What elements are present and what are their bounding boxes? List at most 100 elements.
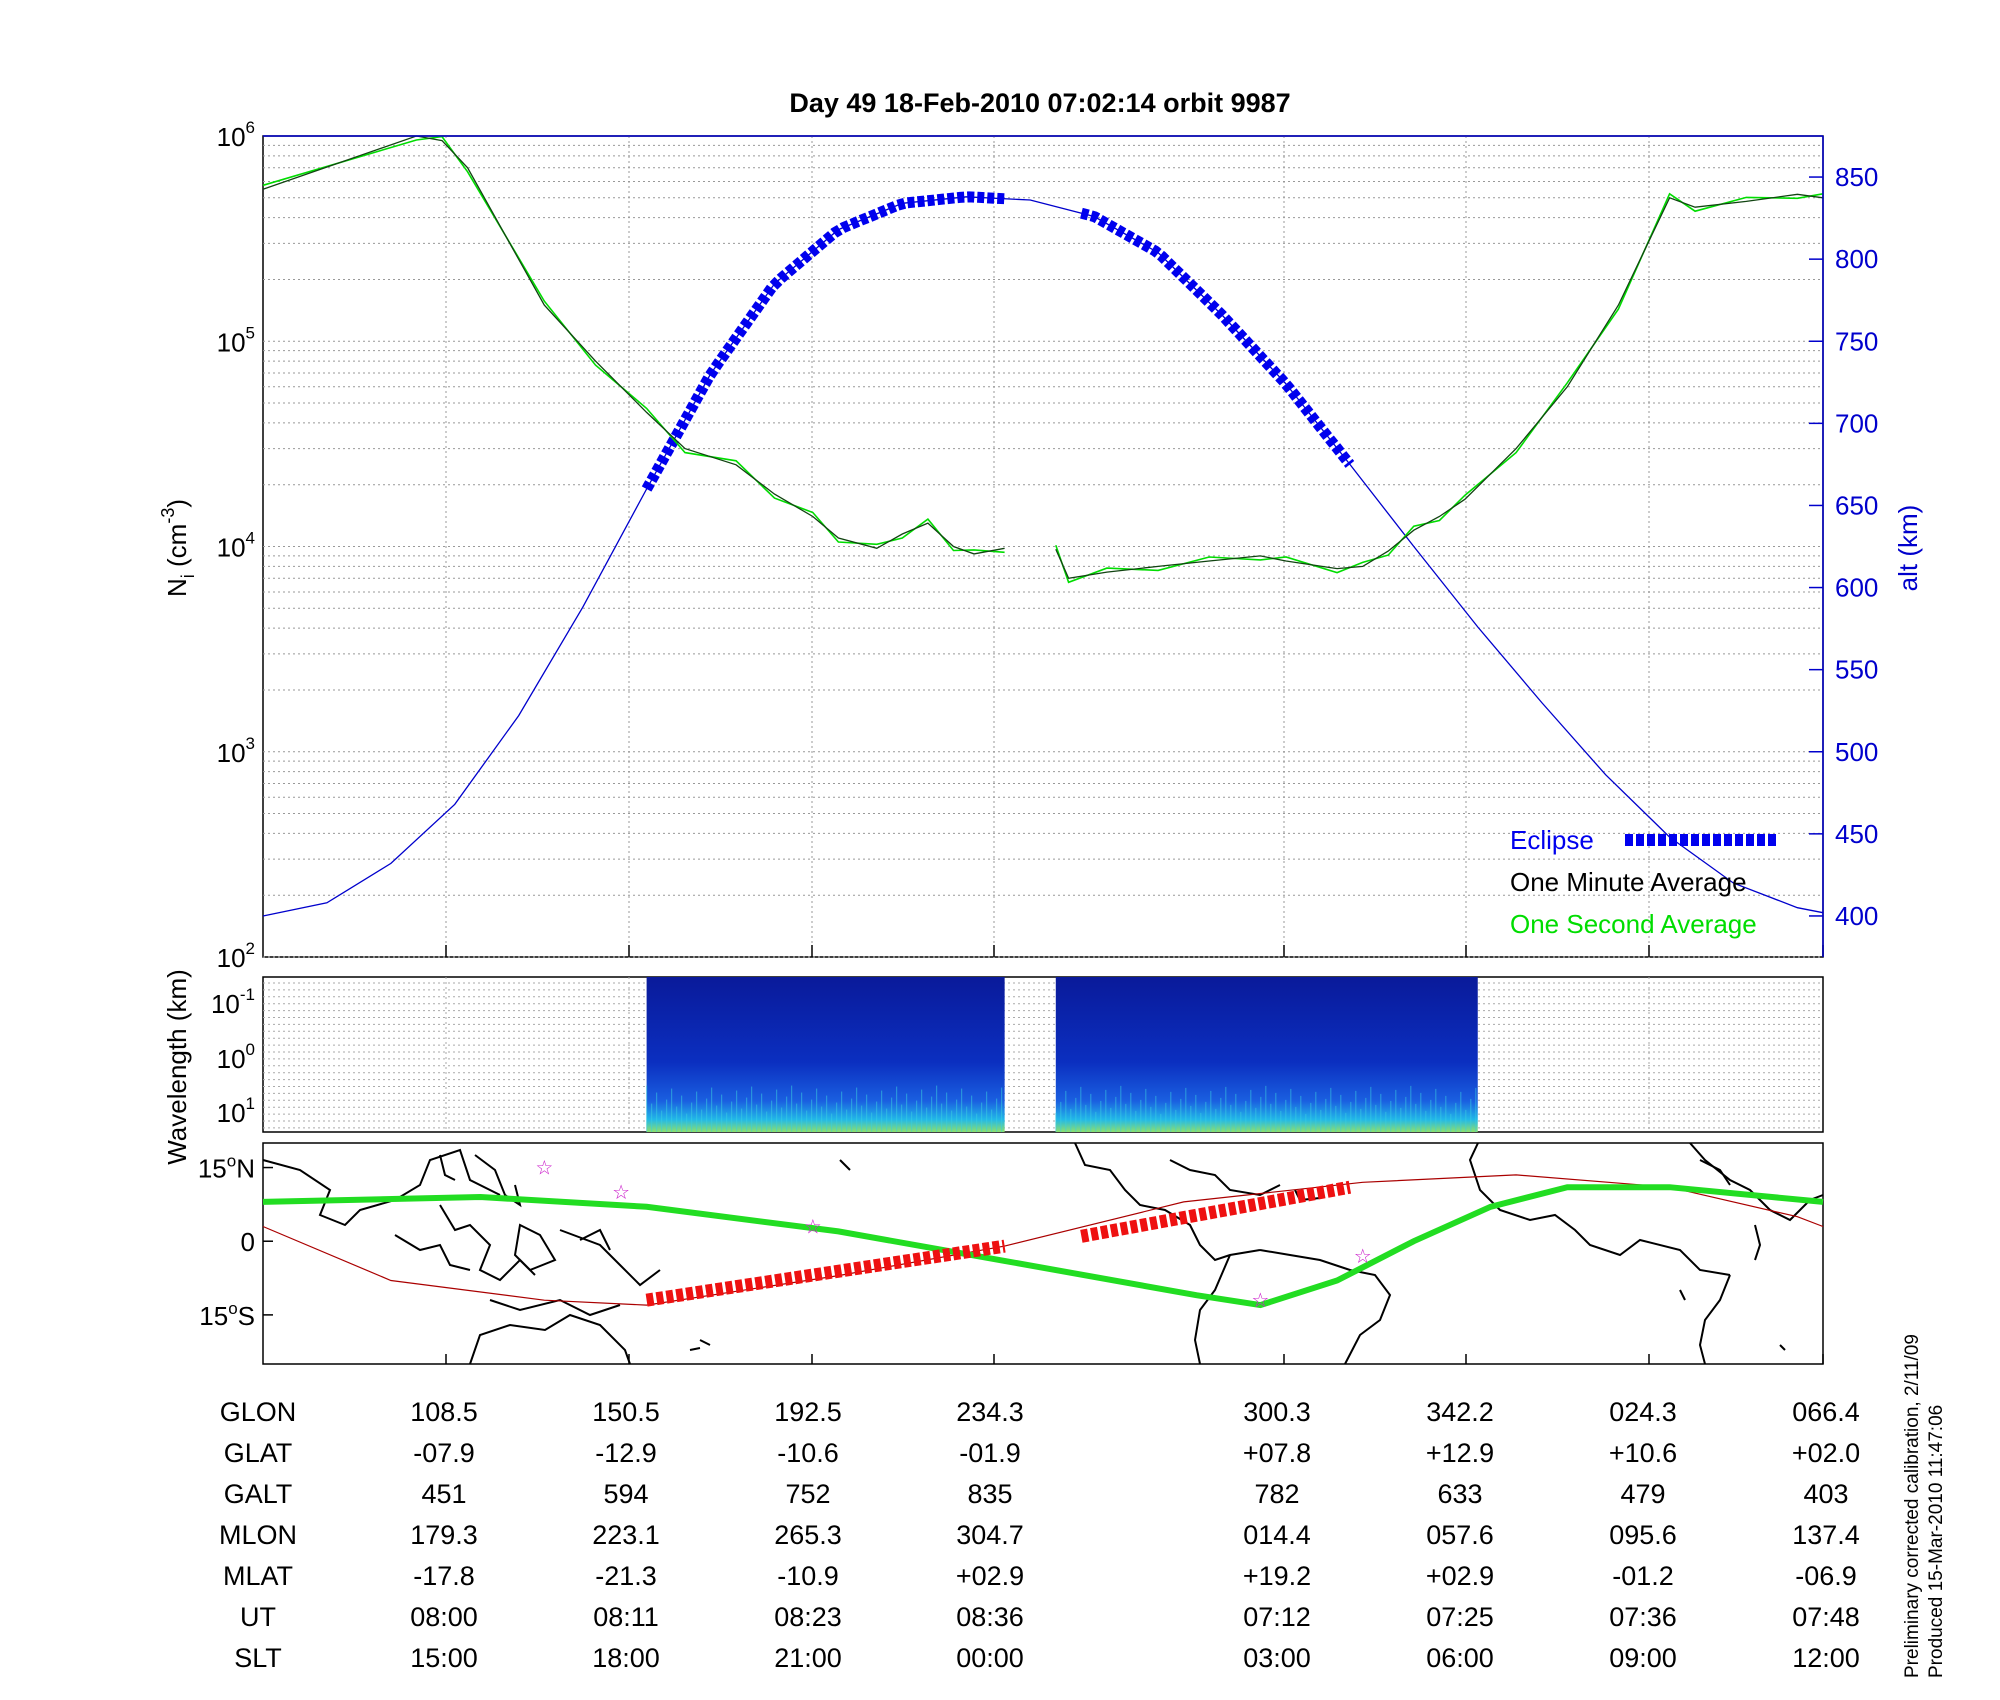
spectrogram bbox=[646, 977, 1478, 1132]
figure-title: Day 49 18-Feb-2010 07:02:14 orbit 9987 bbox=[789, 88, 1290, 118]
table-cell: 06:00 bbox=[1426, 1643, 1494, 1673]
magnetic-equator-line bbox=[262, 1184, 1824, 1309]
table-cell: +12.9 bbox=[1426, 1438, 1494, 1468]
table-cell: -10.9 bbox=[777, 1561, 839, 1591]
density-grid bbox=[263, 135, 1824, 958]
wavelength-grid bbox=[263, 977, 1823, 1132]
density-tick-label: 104 bbox=[217, 529, 255, 563]
table-cell: 03:00 bbox=[1243, 1643, 1311, 1673]
table-cell: 342.2 bbox=[1426, 1397, 1494, 1427]
station-star-icon: ☆ bbox=[1251, 1288, 1269, 1312]
wavelength-tick-label: 100 bbox=[217, 1040, 255, 1074]
table-cell: +07.8 bbox=[1243, 1438, 1311, 1468]
table-cell: 265.3 bbox=[774, 1520, 842, 1550]
density-tick-label: 106 bbox=[217, 118, 255, 152]
altitude-tick-label: 700 bbox=[1835, 408, 1878, 438]
legend: Eclipse One Minute Average One Second Av… bbox=[1510, 825, 1778, 939]
table-cell: 21:00 bbox=[774, 1643, 842, 1673]
wavelength-tick-label: 10-1 bbox=[211, 985, 255, 1019]
table-row-label: GALT bbox=[224, 1479, 293, 1509]
table-cell: -10.6 bbox=[777, 1438, 839, 1468]
altitude-tick-label: 750 bbox=[1835, 326, 1878, 356]
table-cell: 782 bbox=[1254, 1479, 1299, 1509]
table-cell: +02.0 bbox=[1792, 1438, 1860, 1468]
density-series bbox=[262, 135, 1824, 917]
table-cell: 137.4 bbox=[1792, 1520, 1860, 1550]
table-cell: -06.9 bbox=[1795, 1561, 1857, 1591]
density-tick-label: 102 bbox=[217, 939, 255, 973]
table-cell: 07:48 bbox=[1792, 1602, 1860, 1632]
map-grid bbox=[445, 1354, 1824, 1364]
side-note-line1: Preliminary corrected calibration, 2/11/… bbox=[1902, 1334, 1923, 1678]
table-cell: 192.5 bbox=[774, 1397, 842, 1427]
table-cell: 18:00 bbox=[592, 1643, 660, 1673]
map-tracks: ☆ ☆ ☆ ☆ ☆ bbox=[262, 1156, 1824, 1312]
altitude-tick-label: 450 bbox=[1835, 819, 1878, 849]
coastlines bbox=[262, 1142, 1824, 1365]
station-star-icon: ☆ bbox=[804, 1214, 822, 1238]
legend-minute-label: One Minute Average bbox=[1510, 867, 1747, 897]
spectrogram-block bbox=[1055, 977, 1478, 1132]
wavelength-tick-label: 101 bbox=[217, 1094, 255, 1128]
side-note: Preliminary corrected calibration, 2/11/… bbox=[1902, 1334, 1947, 1678]
table-cell: 633 bbox=[1437, 1479, 1482, 1509]
density-tick-label: 105 bbox=[217, 323, 255, 357]
density-tick-label: 103 bbox=[217, 734, 255, 768]
eclipse-segment bbox=[1080, 207, 1355, 468]
lat-tick-label: 0 bbox=[241, 1227, 255, 1257]
table-cell: 08:00 bbox=[410, 1602, 478, 1632]
table-row-label: MLAT bbox=[223, 1561, 293, 1591]
ylabel-close: ) bbox=[162, 499, 192, 508]
wavelength-panel-frame bbox=[262, 976, 1824, 1133]
table-cell: 057.6 bbox=[1426, 1520, 1494, 1550]
table-row-label: GLON bbox=[220, 1397, 297, 1427]
legend-eclipse-label: Eclipse bbox=[1510, 825, 1594, 855]
map-panel: ☆ ☆ ☆ ☆ ☆ 15oN 0 15oS bbox=[198, 1142, 1824, 1365]
table-cell: -07.9 bbox=[413, 1438, 475, 1468]
station-star-icon: ☆ bbox=[535, 1156, 553, 1180]
legend-second-label: One Second Average bbox=[1510, 909, 1757, 939]
table-cell: 752 bbox=[785, 1479, 830, 1509]
eclipse-track-segment bbox=[645, 1239, 1006, 1307]
density-y-ticks: 106 105 104 103 102 bbox=[217, 118, 255, 973]
altitude-line bbox=[262, 196, 1824, 917]
table-cell: 108.5 bbox=[410, 1397, 478, 1427]
wavelength-ticks: 10-1 100 101 bbox=[211, 985, 255, 1128]
table-cell: 594 bbox=[603, 1479, 648, 1509]
table-cell: 835 bbox=[967, 1479, 1012, 1509]
table-cell: 300.3 bbox=[1243, 1397, 1311, 1427]
svg-text:Ni (cm-3): Ni (cm-3) bbox=[158, 499, 198, 597]
table-cell: +02.9 bbox=[956, 1561, 1024, 1591]
table-cell: 024.3 bbox=[1609, 1397, 1677, 1427]
ylabel-n: N bbox=[162, 578, 192, 597]
altitude-tick-label: 850 bbox=[1835, 162, 1878, 192]
spectrogram-block bbox=[646, 977, 1005, 1132]
table-cell: 08:23 bbox=[774, 1602, 842, 1632]
minute-average-line bbox=[262, 135, 1005, 555]
ylabel-exp: -3 bbox=[158, 508, 178, 524]
table-cell: 150.5 bbox=[592, 1397, 660, 1427]
altitude-tick-label: 500 bbox=[1835, 737, 1878, 767]
altitude-tick-label: 600 bbox=[1835, 573, 1878, 603]
table-cell: 00:00 bbox=[956, 1643, 1024, 1673]
table-cell: -12.9 bbox=[595, 1438, 657, 1468]
table-row-label: MLON bbox=[219, 1520, 297, 1550]
altitude-y-ticks: 850 800 750 700 650 600 550 500 450 400 bbox=[1809, 162, 1878, 931]
wavelength-y-label: Wavelength (km) bbox=[162, 969, 192, 1165]
table-cell: -17.8 bbox=[413, 1561, 475, 1591]
ephemeris-table: GLON 108.5 150.5 192.5 234.3 300.3 342.2 024.3 0… bbox=[219, 1397, 1860, 1673]
wavelength-panel: 10-1 100 101 Wavelength (km) bbox=[162, 969, 1824, 1165]
lat-tick-label: 15oS bbox=[199, 1299, 255, 1331]
table-cell: 066.4 bbox=[1792, 1397, 1860, 1427]
table-cell: 07:25 bbox=[1426, 1602, 1494, 1632]
table-cell: 09:00 bbox=[1609, 1643, 1677, 1673]
table-cell: +02.9 bbox=[1426, 1561, 1494, 1591]
table-cell: -21.3 bbox=[595, 1561, 657, 1591]
eclipse-segment bbox=[641, 191, 1005, 492]
minute-average-line bbox=[1055, 193, 1824, 580]
table-cell: 12:00 bbox=[1792, 1643, 1860, 1673]
table-cell: 08:11 bbox=[593, 1602, 659, 1632]
table-cell: -01.9 bbox=[959, 1438, 1021, 1468]
latitude-ticks: 15oN 0 15oS bbox=[198, 1152, 273, 1331]
table-cell: 014.4 bbox=[1243, 1520, 1311, 1550]
